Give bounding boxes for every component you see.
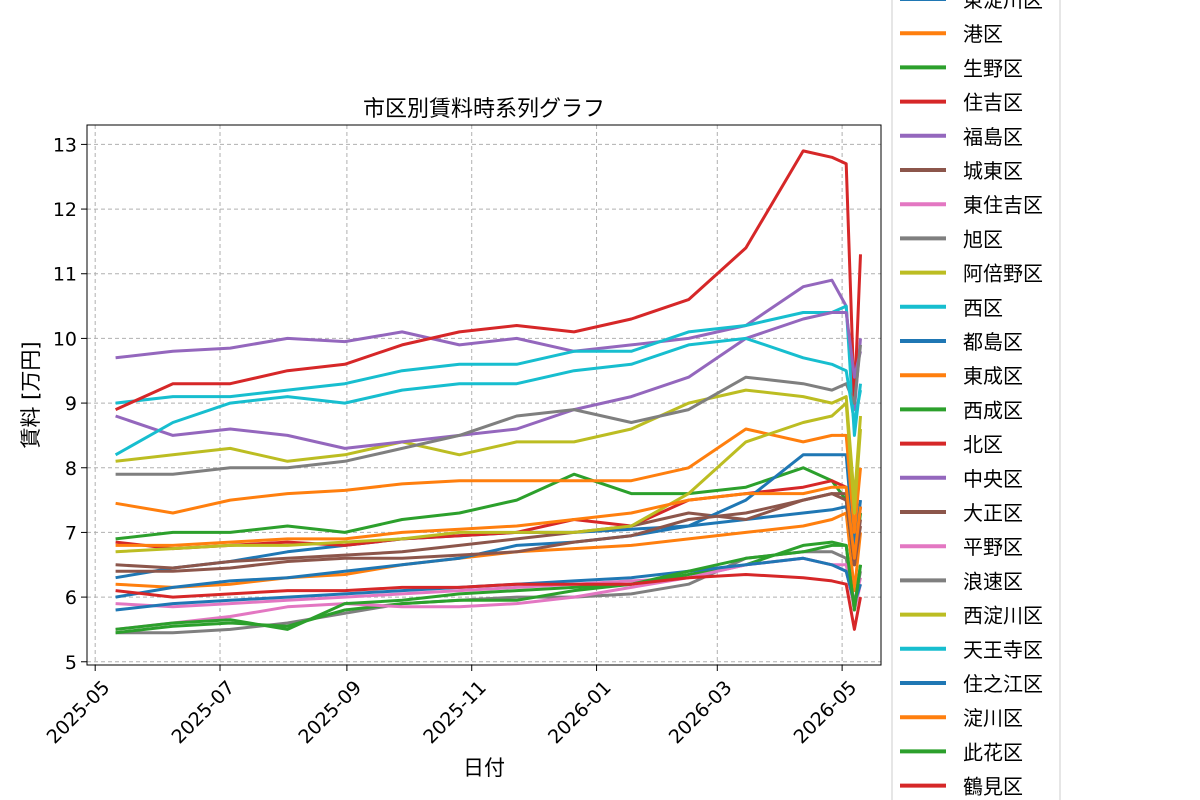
series-line (115, 304, 862, 437)
legend-item: 中央区 (900, 467, 1023, 491)
legend-item: 旭区 (900, 227, 1003, 251)
legend-label: 天王寺区 (963, 638, 1043, 662)
legend-item: 生野区 (900, 56, 1023, 80)
legend-item: 東住吉区 (900, 193, 1043, 217)
legend-label: 東淀川区 (963, 0, 1043, 12)
legend-item: 此花区 (900, 740, 1023, 764)
series-line (115, 401, 862, 554)
legend-item: 平野区 (900, 535, 1023, 559)
legend-item: 鶴見区 (900, 775, 1023, 799)
legend-item: 福島区 (900, 125, 1023, 149)
chart-title: 市区別賃料時系列グラフ (363, 97, 605, 122)
y-tick-label: 5 (65, 652, 77, 674)
legend-item: 北区 (900, 433, 1003, 457)
series-line (115, 427, 862, 534)
series-line (114, 149, 862, 411)
x-tick-label: 2026-03 (665, 677, 737, 749)
legend-item: 西淀川区 (900, 604, 1043, 628)
x-tick-label: 2026-01 (544, 677, 616, 749)
series-line (115, 556, 862, 612)
legend-label: 都島区 (963, 330, 1023, 354)
legend-label: 城東区 (963, 159, 1023, 183)
legend-item: 淀川区 (900, 706, 1023, 730)
legend-frame (891, 0, 1061, 800)
y-tick-label: 6 (65, 587, 77, 609)
series-line (115, 492, 862, 573)
plot-frame (86, 124, 882, 666)
x-tick-label: 2025-05 (43, 677, 115, 749)
legend-item: 東成区 (900, 364, 1023, 388)
legend-label: 阿倍野区 (963, 262, 1043, 286)
legend-label: 淀川区 (963, 706, 1023, 730)
legend-label: 西区 (963, 296, 1003, 320)
x-ticks: 2025-05 2025-07 2025-09 2025-11 2026-01 2026-… (43, 665, 862, 749)
legend-label: 港区 (963, 22, 1003, 46)
legend-item: 天王寺区 (900, 638, 1043, 662)
legend-item: 住吉区 (900, 91, 1023, 115)
legend-label: 北区 (963, 433, 1003, 457)
series-line (114, 336, 862, 457)
legend-item: 大正区 (900, 501, 1023, 525)
legend-item: 阿倍野区 (900, 262, 1043, 286)
y-tick-label: 13 (53, 134, 77, 156)
series-line (115, 573, 862, 631)
legend-item: 港区 (900, 22, 1003, 46)
legend-label: 生野区 (963, 56, 1023, 80)
legend-label: 住吉区 (963, 91, 1023, 115)
series-line (115, 485, 862, 560)
legend-label: 東住吉区 (963, 193, 1043, 217)
legend-item: 都島区 (900, 330, 1023, 354)
legend-label: 此花区 (963, 740, 1023, 764)
legend: 東淀川区港区生野区住吉区福島区城東区東住吉区旭区阿倍野区西区都島区東成区西成区北… (891, 0, 1061, 800)
y-tick-label: 10 (53, 328, 77, 350)
legend-item: 住之江区 (900, 672, 1043, 696)
x-tick-label: 2025-07 (167, 677, 239, 749)
series-line (115, 543, 862, 631)
x-tick-label: 2026-05 (790, 677, 862, 749)
legend-label: 西成区 (963, 398, 1023, 422)
series-line (115, 388, 862, 502)
x-axis-title: 日付 (463, 756, 505, 780)
legend-label: 中央区 (963, 467, 1023, 491)
legend-label: 鶴見区 (963, 775, 1023, 799)
legend-item: 浪速区 (900, 569, 1023, 593)
x-tick-label: 2025-11 (419, 677, 491, 749)
legend-item: 城東区 (900, 159, 1023, 183)
legend-label: 西淀川区 (963, 604, 1043, 628)
y-tick-label: 12 (53, 199, 77, 221)
legend-label: 住之江区 (963, 672, 1043, 696)
y-tick-label: 8 (65, 458, 77, 480)
legend-label: 浪速区 (963, 569, 1023, 593)
y-ticks: 5 6 7 8 9 10 11 12 13 (53, 134, 87, 674)
legend-label: 旭区 (963, 227, 1003, 251)
x-tick-label: 2025-09 (294, 677, 366, 749)
y-tick-label: 9 (65, 393, 77, 415)
legend-items: 東淀川区港区生野区住吉区福島区城東区東住吉区旭区阿倍野区西区都島区東成区西成区北… (900, 0, 1043, 799)
legend-label: 東成区 (963, 364, 1023, 388)
legend-label: 福島区 (963, 125, 1023, 149)
series-line (115, 344, 862, 476)
y-tick-label: 11 (53, 264, 77, 286)
legend-item: 西区 (900, 296, 1003, 320)
legend-label: 大正区 (963, 501, 1023, 525)
y-axis-title: 賃料 [万円] (19, 341, 43, 448)
series-lines (114, 149, 862, 635)
legend-label: 平野区 (963, 535, 1023, 559)
y-tick-label: 7 (65, 522, 77, 544)
legend-item: 西成区 (900, 398, 1023, 422)
legend-item: 東淀川区 (900, 0, 1043, 12)
series-line (115, 556, 862, 631)
